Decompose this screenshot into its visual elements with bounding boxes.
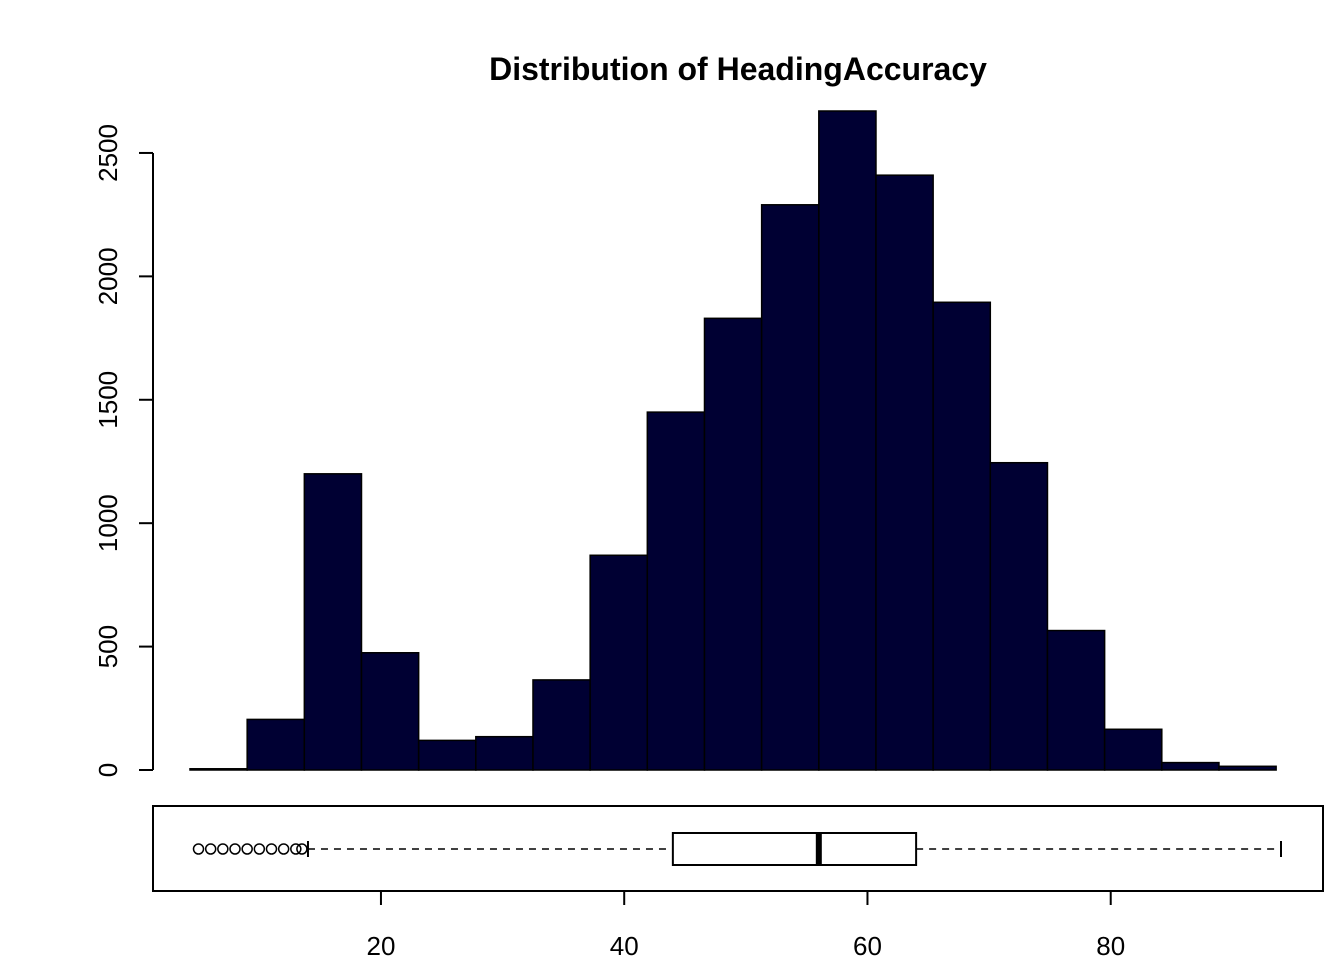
histogram-bar (1103, 728, 1163, 771)
histogram-bar (303, 473, 363, 771)
histogram-bar (760, 204, 820, 771)
x-tick-label: 40 (610, 931, 639, 960)
histogram-bars (189, 110, 1277, 771)
y-tick-label: 2500 (93, 124, 123, 182)
histogram-bar (989, 461, 1049, 771)
outlier-point (253, 843, 266, 855)
histogram-bar (532, 679, 591, 771)
outlier-point (296, 843, 308, 855)
boxplot (152, 805, 1324, 892)
histogram-bar (589, 554, 649, 771)
outlier-point (241, 843, 253, 855)
outlier-point (217, 843, 229, 855)
histogram-bar (475, 735, 534, 771)
histogram-bar (1161, 761, 1220, 771)
histogram-bar (646, 411, 706, 771)
chart-title: Distribution of HeadingAccuracy (489, 51, 987, 87)
y-tick-label: 2000 (93, 247, 123, 305)
outlier-point (192, 843, 205, 855)
x-axis: 20 40 60 80 (366, 890, 1125, 960)
histogram-bar (189, 768, 248, 771)
histogram-bar (1218, 765, 1277, 771)
outlier-point (265, 843, 278, 855)
y-tick-label: 500 (93, 625, 123, 668)
histogram-bar (246, 718, 306, 771)
outlier-point (229, 843, 241, 855)
histogram-bar (360, 652, 420, 771)
histogram-bar (932, 301, 992, 771)
y-axis: 0 500 1000 1500 2000 2500 (93, 124, 154, 777)
y-tick-label: 1500 (93, 371, 123, 429)
histogram-bar (818, 110, 877, 771)
x-tick-label: 80 (1096, 931, 1125, 960)
outlier-point (290, 843, 302, 855)
histogram-bar (875, 174, 934, 771)
x-tick-label: 20 (366, 931, 395, 960)
y-tick-label: 0 (93, 763, 123, 777)
histogram-bar (417, 739, 477, 771)
x-tick-label: 60 (853, 931, 882, 960)
histogram-bar (1046, 629, 1106, 771)
outlier-point (204, 843, 217, 855)
interquartile-box (671, 832, 918, 866)
y-tick-label: 1000 (93, 494, 123, 552)
histogram-bar (703, 317, 763, 771)
outlier-point (277, 843, 290, 855)
